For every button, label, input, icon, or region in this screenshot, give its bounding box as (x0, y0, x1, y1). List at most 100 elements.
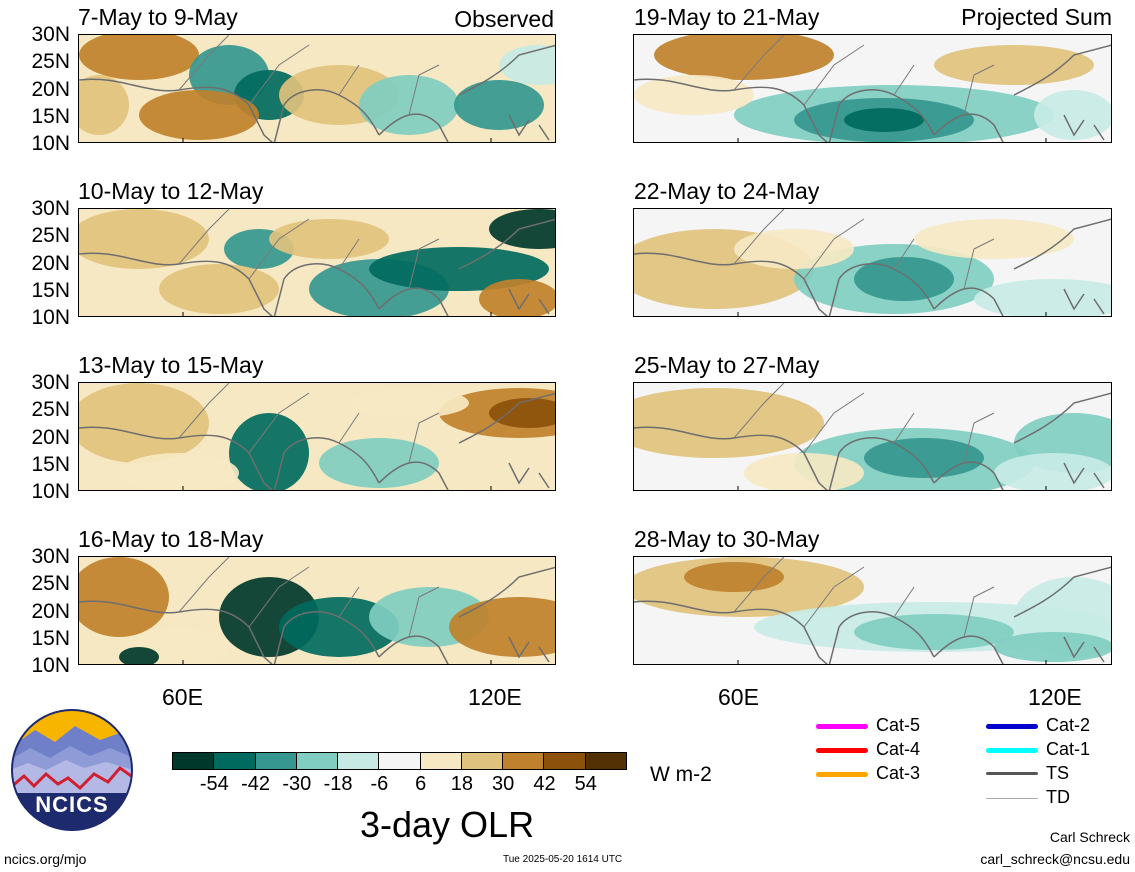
olr-anomaly-region (229, 413, 309, 490)
legend-label: Cat-1 (1046, 739, 1091, 759)
colorbar (172, 752, 627, 770)
latitude-tick-label: 30N (31, 371, 70, 394)
country-borders (178, 35, 440, 116)
latitude-tick-label: 15N (31, 104, 70, 128)
colorbar-swatch (419, 752, 462, 770)
latitude-tick-label: 10N (31, 480, 70, 503)
olr-anomaly-region (159, 264, 279, 314)
legend-line (986, 724, 1038, 729)
x-tick-label: 60E (162, 684, 203, 710)
colorbar-tick-label: 42 (533, 773, 556, 795)
colorbar-tick-label: 54 (574, 773, 597, 795)
panel-label-observed: Observed (454, 6, 554, 32)
latitude-tick-label: 25N (31, 50, 70, 74)
colorbar-swatch (213, 752, 256, 770)
colorbar-swatch (543, 752, 586, 770)
colorbar-tick-label: -54 (199, 773, 229, 795)
olr-field (634, 35, 1111, 142)
olr-anomaly-region (854, 614, 1014, 650)
colorbar-swatch (295, 752, 339, 770)
olr-field (634, 557, 1111, 664)
panel-title: 16-May to 18-May (78, 526, 264, 552)
legend-line (816, 724, 868, 729)
panel-title: 25-May to 27-May (634, 352, 820, 378)
country-borders (733, 383, 995, 464)
olr-anomaly-region (119, 453, 239, 490)
olr-anomaly-region (854, 257, 954, 301)
map-panel (633, 34, 1112, 143)
colorbar-tick-label: 30 (492, 773, 515, 795)
colorbar-tick-label: -18 (323, 773, 353, 795)
footer-author: Carl Schreck (1049, 829, 1130, 845)
country-borders (733, 209, 995, 290)
olr-anomaly-region (139, 90, 259, 140)
latitude-tick-label: 15N (31, 452, 70, 476)
latitude-tick-label: 25N (31, 398, 70, 422)
colorbar-title: 3-day OLR (360, 804, 535, 845)
olr-anomaly-region (864, 438, 984, 478)
olr-anomaly-region (489, 398, 555, 428)
country-borders (733, 557, 995, 638)
colorbar-swatch (172, 752, 215, 770)
country-borders (178, 557, 440, 638)
latitude-tick-label: 15N (31, 626, 70, 650)
olr-anomaly-region (269, 219, 389, 259)
map-panel (78, 556, 556, 665)
legend-label: Cat-2 (1046, 715, 1091, 735)
olr-field (79, 557, 555, 664)
latitude-tick-label: 20N (31, 599, 70, 623)
x-tick-label: 60E (718, 684, 759, 710)
map-panel (633, 382, 1112, 491)
logo-text: NCICS (35, 792, 109, 817)
olr-anomaly-region (634, 388, 824, 458)
panel-title: 28-May to 30-May (634, 526, 820, 552)
latitude-tick-label: 30N (31, 23, 70, 46)
olr-anomaly-region (79, 75, 129, 135)
map-panel (633, 208, 1112, 317)
olr-anomaly-region (634, 75, 754, 115)
legend-label: TS (1046, 763, 1070, 783)
colorbar-tick-labels: -54 -42 -30 -18 -6 6 18 30 42 54 (172, 774, 626, 798)
olr-anomaly-region (479, 279, 555, 316)
olr-field (634, 209, 1111, 316)
legend-label: TD (1046, 787, 1070, 807)
latitude-tick-label: 10N (31, 654, 70, 677)
panel-title: 19-May to 21-May (634, 4, 820, 30)
map-panel (78, 34, 556, 143)
x-tick-label: 120E (1028, 684, 1082, 710)
olr-anomaly-region (974, 279, 1111, 316)
latitude-tick-label: 25N (31, 572, 70, 596)
country-borders (178, 383, 440, 464)
legend-line (986, 772, 1038, 775)
colorbar-tick-label: -42 (241, 773, 270, 795)
olr-anomaly-region (744, 453, 864, 490)
latitude-tick-label: 30N (31, 545, 70, 568)
olr-anomaly-region (454, 80, 544, 130)
latitude-tick-label: 20N (31, 425, 70, 449)
legend-label: Cat-4 (876, 739, 921, 759)
colorbar-swatch (584, 752, 627, 770)
latitude-tick-label: 10N (31, 132, 70, 155)
latitude-tick-label: 10N (31, 306, 70, 329)
colorbar-tick-label: -6 (370, 773, 389, 795)
footer-timestamp: Tue 2025-05-20 1614 UTC (503, 854, 623, 865)
country-borders (178, 209, 440, 290)
olr-anomaly-region (734, 229, 854, 269)
olr-anomaly-region (1034, 90, 1111, 140)
footer-email: carl_schreck@ncsu.edu (980, 851, 1130, 867)
olr-anomaly-region (79, 383, 209, 463)
colorbar-tick-label: -30 (282, 773, 312, 795)
ncics-logo: NCICS (10, 708, 134, 832)
legend-line (816, 772, 868, 777)
map-panel (78, 208, 556, 317)
olr-field (79, 35, 555, 142)
olr-anomaly-region (119, 647, 159, 664)
olr-anomaly-region (79, 35, 199, 80)
panel-title: 22-May to 24-May (634, 178, 820, 204)
olr-field (634, 383, 1111, 490)
colorbar-tick-label: 6 (415, 773, 427, 795)
latitude-tick-label: 15N (31, 278, 70, 302)
olr-field (79, 209, 555, 316)
olr-anomaly-region (844, 108, 924, 132)
colorbar-swatch (502, 752, 545, 770)
